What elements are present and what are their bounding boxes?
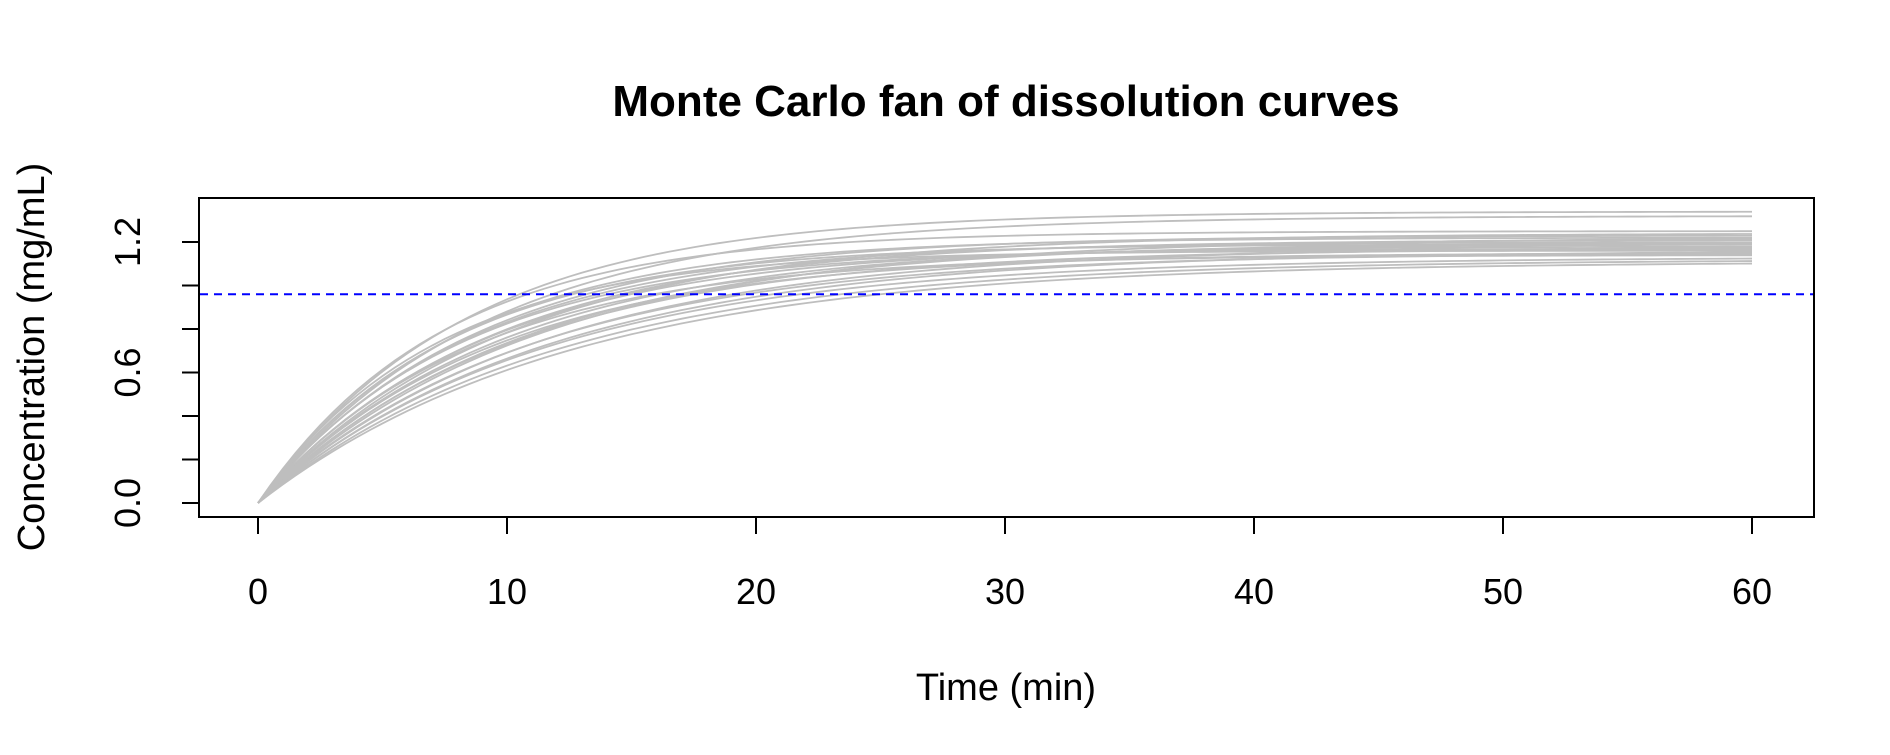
series-line-2 bbox=[257, 215, 1753, 504]
x-tick-label: 20 bbox=[736, 571, 776, 612]
x-tick-label: 30 bbox=[985, 571, 1025, 612]
series-line-12 bbox=[257, 243, 1753, 504]
series-line-23 bbox=[257, 260, 1753, 504]
series-line-1 bbox=[257, 210, 1753, 504]
x-tick-label: 60 bbox=[1732, 571, 1772, 612]
series-line-3 bbox=[257, 230, 1752, 504]
y-tick-label: 0.6 bbox=[107, 347, 148, 397]
x-tick-label: 40 bbox=[1234, 571, 1274, 612]
curves-layer bbox=[257, 210, 1753, 504]
y-axis: 0.0 0.6 1.2 bbox=[107, 217, 200, 528]
x-tick-label: 0 bbox=[248, 571, 268, 612]
series-line-17 bbox=[257, 251, 1753, 504]
y-tick-label: 0.0 bbox=[107, 478, 148, 528]
series-line-10 bbox=[257, 241, 1753, 504]
y-axis-label: Concentration (mg/mL) bbox=[11, 163, 53, 552]
x-axis: 0 10 20 30 40 50 60 bbox=[248, 516, 1772, 612]
series-line-11 bbox=[257, 243, 1753, 504]
series-line-7 bbox=[257, 237, 1753, 504]
series-line-9 bbox=[257, 241, 1753, 504]
series-line-21 bbox=[257, 254, 1753, 504]
series-line-24 bbox=[257, 262, 1753, 504]
series-line-16 bbox=[257, 248, 1753, 504]
series-line-18 bbox=[257, 249, 1752, 504]
x-tick-label: 50 bbox=[1483, 571, 1523, 612]
x-tick-label: 10 bbox=[487, 571, 527, 612]
series-line-15 bbox=[257, 247, 1753, 504]
x-axis-label: Time (min) bbox=[916, 667, 1096, 709]
series-line-22 bbox=[257, 257, 1753, 504]
y-tick-label: 1.2 bbox=[107, 217, 148, 267]
chart-title: Monte Carlo fan of dissolution curves bbox=[612, 77, 1399, 126]
